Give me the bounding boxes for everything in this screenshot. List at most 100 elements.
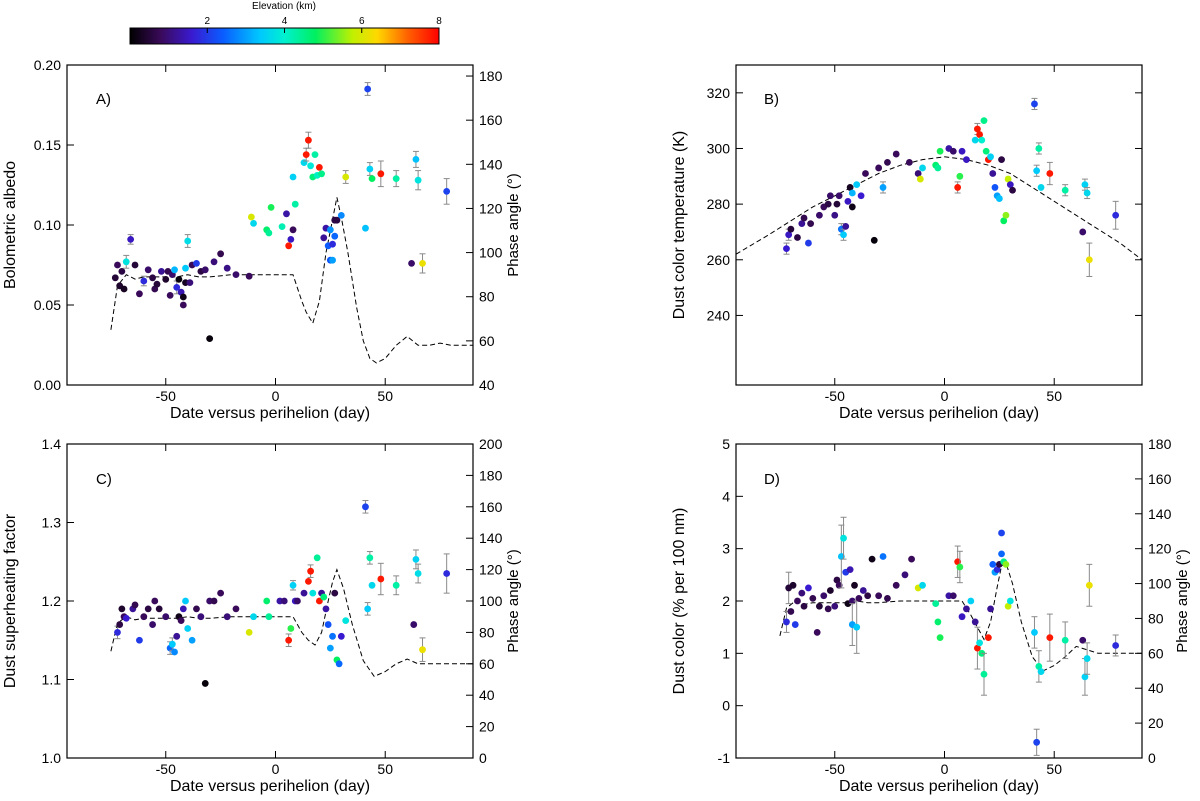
data-point	[1037, 184, 1045, 191]
data-point	[848, 189, 856, 197]
y2-tick-label: 40	[479, 687, 495, 703]
colorbar-tick-label: 6	[359, 16, 365, 27]
data-point	[884, 594, 891, 602]
data-point	[1079, 228, 1087, 236]
data-point	[245, 629, 253, 636]
y-tick-label: 4	[722, 488, 730, 504]
data-point	[122, 614, 130, 622]
data-point	[1081, 181, 1089, 189]
data-point	[315, 597, 323, 605]
data-point	[414, 570, 422, 577]
panel-label: C)	[96, 471, 112, 488]
data-point	[826, 192, 834, 200]
data-point	[914, 170, 922, 177]
y2-tick-label: 40	[479, 377, 495, 393]
data-point	[184, 625, 192, 632]
data-point	[333, 216, 341, 224]
data-point	[173, 284, 181, 291]
data-point	[934, 618, 942, 626]
data-point	[824, 200, 832, 208]
data-point	[989, 170, 997, 177]
data-point	[285, 636, 293, 644]
data-point	[853, 623, 861, 631]
data-point	[368, 581, 376, 589]
data-point	[783, 618, 790, 626]
x-tick-label: 0	[272, 388, 280, 404]
y-tick-label: 0.00	[34, 377, 61, 393]
data-point	[287, 625, 295, 632]
data-point	[329, 256, 336, 264]
data-point	[342, 617, 350, 625]
data-point	[846, 566, 854, 573]
data-point	[987, 605, 994, 613]
data-point	[162, 276, 170, 283]
data-point	[414, 176, 422, 184]
data-point	[783, 245, 790, 253]
y2-tick-label: 100	[1148, 576, 1172, 592]
data-point	[958, 147, 966, 155]
data-point	[794, 597, 801, 605]
data-point	[820, 592, 828, 600]
data-point	[998, 550, 1005, 558]
data-point	[815, 602, 823, 610]
y-tick-label: 320	[707, 85, 731, 101]
data-point	[831, 602, 839, 610]
data-point	[794, 234, 801, 241]
data-point	[127, 236, 135, 243]
y-tick-label: 1.0	[42, 750, 62, 766]
x-tick-label: -50	[156, 761, 176, 777]
data-point	[905, 158, 913, 166]
data-point	[289, 581, 297, 589]
data-point	[294, 597, 301, 605]
data-point	[800, 602, 808, 610]
panel-b-dust-color-temperature: -50 0 50 240 260 280 300 320 Date versus perihel…	[671, 64, 1143, 422]
y2-tick-label: 0	[1148, 750, 1156, 766]
data-point	[267, 204, 275, 211]
data-point	[1033, 167, 1041, 175]
data-point	[919, 581, 926, 589]
data-point	[322, 605, 330, 613]
data-point	[120, 285, 128, 293]
data-point	[166, 292, 174, 299]
data-point	[265, 613, 273, 621]
data-point	[809, 594, 817, 602]
y-tick-label: 260	[707, 252, 731, 268]
data-point	[155, 605, 163, 613]
data-point	[853, 181, 861, 189]
data-point	[831, 211, 839, 219]
data-point	[131, 601, 139, 609]
y2-axis-label: Phase angle (°)	[505, 173, 522, 277]
data-point	[232, 605, 240, 613]
data-point	[283, 210, 290, 218]
data-point	[362, 224, 369, 232]
y2-tick-label: 180	[1148, 436, 1172, 452]
data-point	[995, 195, 1003, 202]
data-point	[309, 589, 317, 597]
data-point	[879, 184, 887, 191]
data-point	[842, 222, 850, 230]
y2-tick-label: 200	[479, 436, 503, 452]
data-point	[324, 621, 332, 628]
data-point	[162, 613, 170, 621]
data-point	[815, 211, 823, 219]
data-point	[1037, 668, 1045, 676]
data-point	[362, 503, 369, 511]
data-point	[285, 242, 293, 250]
y-tick-label: 1.4	[42, 436, 62, 452]
data-point	[280, 597, 288, 605]
data-point	[232, 271, 240, 278]
data-point	[193, 605, 200, 613]
y-tick-label: 5	[722, 436, 730, 452]
x-axis-label: Date versus perihelion (day)	[839, 778, 1039, 795]
y2-tick-label: 80	[479, 624, 495, 640]
data-point	[884, 158, 891, 166]
data-point	[974, 125, 981, 133]
data-point	[337, 212, 345, 219]
data-point	[419, 260, 426, 267]
data-point	[980, 670, 988, 678]
data-point	[870, 236, 878, 244]
y2-tick-label: 120	[479, 562, 503, 578]
data-point	[153, 280, 161, 288]
data-point	[807, 220, 815, 228]
colorbar-tick-label: 4	[282, 16, 288, 27]
